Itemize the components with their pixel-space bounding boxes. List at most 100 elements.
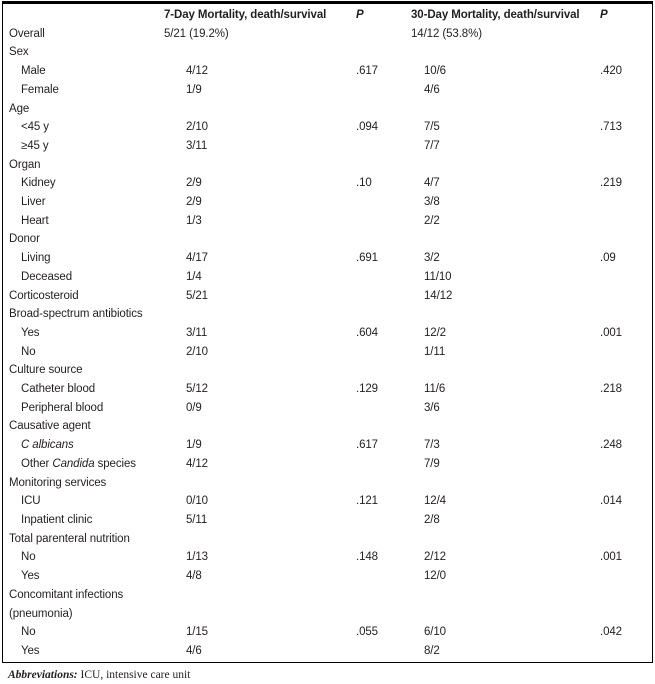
value-7day: 4/8 <box>186 570 202 583</box>
row-label: ICU <box>21 495 41 508</box>
table-row: No 1/15 .055 6/10 .042 <box>3 623 652 642</box>
row-label: Peripheral blood <box>21 401 104 414</box>
value-7day: 5/12 <box>186 383 208 396</box>
row-label-segment: Other <box>21 457 53 470</box>
p-value-30day <box>600 268 652 287</box>
p-value-30day <box>600 193 652 212</box>
p-value-7day <box>356 586 411 623</box>
p-value-30day <box>600 361 652 380</box>
value-7day: 1/9 <box>186 83 202 96</box>
p-value-7day: .617 <box>356 65 378 78</box>
value-7day: 5/21 <box>186 289 208 302</box>
p-value-7day: .604 <box>356 326 378 339</box>
p-value-7day <box>356 100 411 119</box>
p-value-7day <box>356 399 411 418</box>
row-label: Heart <box>21 214 49 227</box>
row-label: No <box>21 626 36 639</box>
value-30day <box>411 100 600 119</box>
value-30day: 3/8 <box>424 196 440 209</box>
value-30day: 8/2 <box>424 644 440 657</box>
table-row: Yes 4/6 8/2 <box>3 642 652 661</box>
p-value-30day: .218 <box>600 383 622 396</box>
value-30day <box>411 417 600 436</box>
p-value-7day: .055 <box>356 626 378 639</box>
p-value-7day <box>356 25 411 44</box>
row-label: Culture source <box>9 364 83 377</box>
table-row: Sex <box>3 43 652 62</box>
col-header-p-30day: P <box>600 9 608 21</box>
p-value-7day <box>356 230 411 249</box>
p-value-30day <box>600 212 652 231</box>
value-7day: 1/4 <box>186 270 202 283</box>
value-30day: 1/11 <box>424 345 446 358</box>
value-30day: 12/4 <box>424 495 446 508</box>
table-row: Broad-spectrum antibiotics <box>3 305 652 324</box>
value-30day <box>411 474 600 493</box>
value-7day: 3/11 <box>186 326 208 339</box>
value-30day: 7/7 <box>424 139 440 152</box>
value-7day <box>164 305 356 324</box>
table-row: Total parenteral nutrition <box>3 530 652 549</box>
value-30day: 11/6 <box>424 383 446 396</box>
row-label: Female <box>21 83 59 96</box>
row-label: Yes <box>21 570 40 583</box>
table-row: No 2/10 1/11 <box>3 343 652 362</box>
p-value-30day <box>600 642 652 661</box>
value-30day: 6/10 <box>424 626 446 639</box>
value-7day: 1/9 <box>186 439 202 452</box>
p-value-30day: .09 <box>600 252 616 265</box>
value-30day: 7/3 <box>424 439 440 452</box>
value-30day <box>411 586 600 623</box>
table-row: Living 4/17 .691 3/2 .09 <box>3 249 652 268</box>
row-label: ≥45 y <box>21 139 49 152</box>
value-7day: 1/13 <box>186 551 208 564</box>
p-value-7day <box>356 305 411 324</box>
value-7day: 2/10 <box>186 121 208 134</box>
table-row: <45 y 2/10 .094 7/5 .713 <box>3 118 652 137</box>
p-value-30day <box>600 287 652 306</box>
table-row: Yes 4/8 12/0 <box>3 567 652 586</box>
value-30day: 10/6 <box>424 65 446 78</box>
value-7day <box>164 156 356 175</box>
p-value-7day: .129 <box>356 383 378 396</box>
p-value-7day <box>356 287 411 306</box>
value-7day: 4/12 <box>186 65 208 78</box>
p-value-7day <box>356 137 411 156</box>
row-label: Overall <box>9 27 45 40</box>
p-value-7day <box>356 455 411 474</box>
row-label: Kidney <box>21 177 56 190</box>
value-7day: 4/6 <box>186 644 202 657</box>
p-value-30day <box>600 530 652 549</box>
table-row: No 1/13 .148 2/12 .001 <box>3 548 652 567</box>
p-value-30day <box>600 305 652 324</box>
p-value-30day <box>600 455 652 474</box>
table-row: Liver 2/9 3/8 <box>3 193 652 212</box>
value-7day <box>164 361 356 380</box>
value-30day: 2/12 <box>424 551 446 564</box>
table-row: Kidney 2/9 .10 4/7 .219 <box>3 174 652 193</box>
table-row: Female 1/9 4/6 <box>3 81 652 100</box>
value-30day: 3/6 <box>424 401 440 414</box>
p-value-30day <box>600 100 652 119</box>
p-value-30day <box>600 230 652 249</box>
value-30day: 4/6 <box>424 83 440 96</box>
p-value-30day: .219 <box>600 177 622 190</box>
row-label: Male <box>21 65 46 78</box>
p-value-30day <box>600 511 652 530</box>
p-value-30day <box>600 474 652 493</box>
value-7day: 4/17 <box>186 252 208 265</box>
col-header-p-7day: P <box>356 9 364 21</box>
p-value-7day <box>356 642 411 661</box>
value-30day: 7/9 <box>424 457 440 470</box>
p-value-7day: .094 <box>356 121 378 134</box>
value-7day <box>164 586 356 623</box>
p-value-30day <box>600 156 652 175</box>
table-row: Inpatient clinic 5/11 2/8 <box>3 511 652 530</box>
table-row: Donor <box>3 230 652 249</box>
table-row: Deceased 1/4 11/10 <box>3 268 652 287</box>
p-value-30day: .001 <box>600 326 622 339</box>
p-value-7day <box>356 156 411 175</box>
value-7day: 2/9 <box>186 177 202 190</box>
row-label: Inpatient clinic <box>21 513 93 526</box>
